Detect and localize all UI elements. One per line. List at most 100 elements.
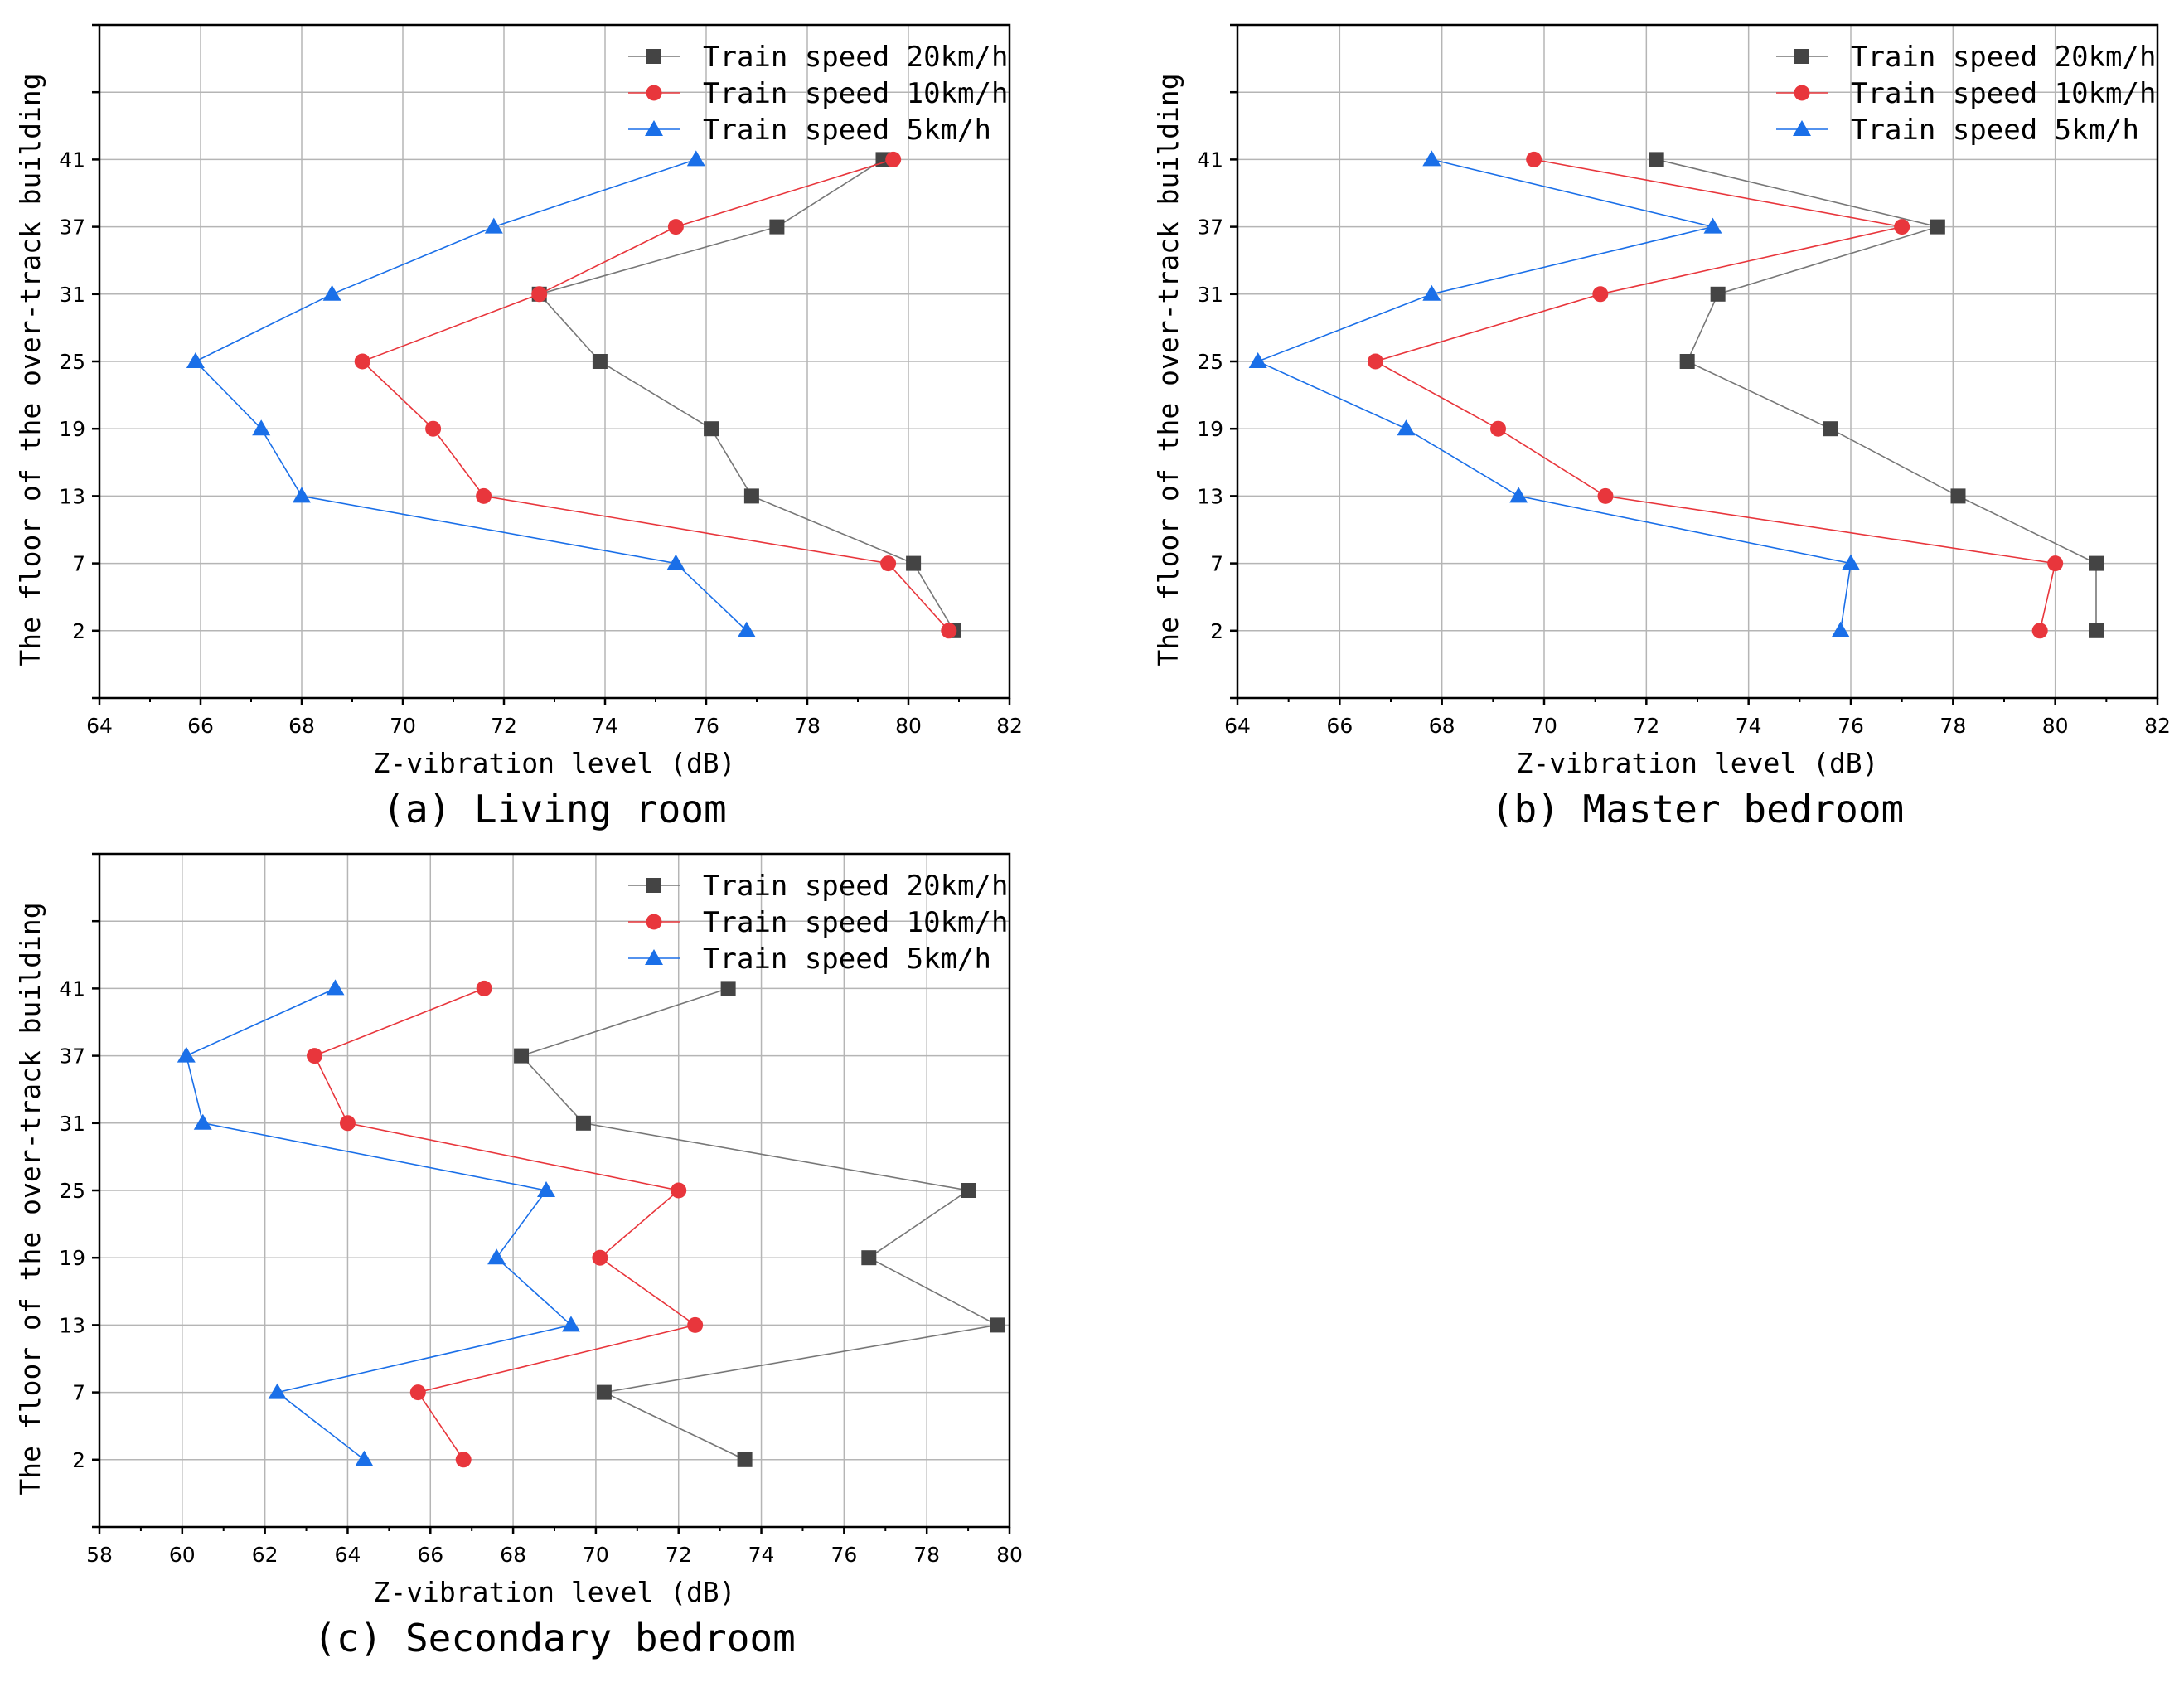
data-point (2089, 555, 2104, 571)
panel-caption: (a) Living room (382, 787, 726, 831)
series-2 (1248, 150, 1860, 637)
x-tick-label: 72 (1633, 714, 1659, 738)
y-tick-label: 19 (59, 417, 85, 441)
y-tick-label: 19 (59, 1246, 85, 1270)
legend-label: Train speed 20km/h (703, 870, 1008, 903)
legend-marker (1794, 85, 1810, 101)
data-point (592, 354, 608, 369)
series-line (194, 158, 748, 632)
data-point (596, 1384, 612, 1400)
panel-caption: (c) Secondary bedroom (313, 1616, 796, 1660)
data-point (484, 217, 503, 234)
x-tick-label: 76 (831, 1543, 857, 1567)
series-line (361, 158, 950, 632)
data-point (1823, 421, 1838, 437)
legend-marker (1793, 120, 1811, 136)
legend-label: Train speed 10km/h (703, 77, 1008, 110)
data-point (354, 353, 370, 370)
x-tick-label: 66 (187, 714, 214, 738)
y-tick-label: 19 (1197, 417, 1223, 441)
y-tick-label: 31 (59, 1112, 85, 1136)
x-tick-label: 68 (500, 1543, 526, 1567)
series-1 (307, 980, 704, 1468)
x-tick-label: 66 (1326, 714, 1353, 738)
data-point (425, 420, 442, 437)
data-point (1703, 217, 1722, 234)
y-tick-label: 13 (59, 1313, 85, 1337)
x-tick-label: 78 (913, 1543, 940, 1567)
data-point (537, 1181, 556, 1197)
legend-marker (646, 49, 661, 64)
series-0 (514, 981, 1005, 1467)
data-point (1950, 488, 1966, 504)
data-point (531, 286, 548, 303)
data-point (990, 1317, 1005, 1333)
data-point (1368, 353, 1383, 370)
data-point (307, 1048, 323, 1064)
data-point (667, 219, 684, 235)
legend-marker (646, 914, 662, 930)
data-point (409, 1384, 426, 1401)
data-point (666, 554, 685, 570)
data-point (1649, 152, 1664, 167)
x-tick-label: 80 (996, 1543, 1023, 1567)
data-point (1679, 354, 1695, 369)
x-tick-label: 80 (2042, 714, 2069, 738)
data-point (671, 1182, 687, 1199)
data-point (561, 1316, 580, 1332)
series-line (520, 987, 1000, 1461)
data-point (476, 487, 492, 504)
data-point (1842, 554, 1860, 570)
x-tick-label: 76 (1838, 714, 1864, 738)
data-point (737, 1452, 753, 1467)
data-point (1592, 286, 1609, 303)
y-tick-label: 31 (59, 283, 85, 307)
x-axis-title: Z-vibration level (dB) (373, 747, 735, 779)
series-line (538, 158, 955, 632)
chart-panel-1: 64 66 68 70 72 74 76 78 80 82 2 7 13 19 25 31 37 41 Z-vibr… (1152, 23, 2171, 831)
data-point (177, 1046, 196, 1063)
data-point (2031, 623, 2048, 639)
data-point (322, 284, 341, 301)
data-point (1831, 621, 1850, 637)
data-point (355, 1450, 374, 1466)
y-tick-label: 31 (1197, 283, 1223, 307)
data-point (575, 1115, 591, 1131)
legend-label: Train speed 10km/h (1851, 77, 2156, 110)
legend-label: Train speed 20km/h (1851, 41, 2156, 74)
x-tick-label: 68 (1429, 714, 1455, 738)
data-point (326, 979, 345, 996)
x-tick-label: 70 (390, 714, 416, 738)
data-point (1422, 150, 1441, 167)
data-point (885, 151, 902, 167)
x-axis-title: Z-vibration level (dB) (373, 1576, 735, 1608)
data-point (961, 1183, 976, 1198)
legend-marker (646, 85, 662, 101)
series-1 (1368, 151, 2064, 639)
panel-caption: (b) Master bedroom (1491, 787, 1905, 831)
x-tick-label: 72 (491, 714, 517, 738)
x-tick-label: 76 (693, 714, 719, 738)
x-tick-label: 68 (288, 714, 315, 738)
y-tick-label: 2 (72, 619, 85, 643)
data-point (941, 623, 957, 639)
legend-marker (645, 949, 663, 965)
x-tick-label: 64 (335, 1543, 361, 1567)
data-point (769, 219, 785, 235)
data-point (339, 1115, 356, 1132)
y-tick-label: 41 (59, 977, 85, 1001)
y-tick-label: 7 (1210, 552, 1223, 576)
y-tick-label: 7 (72, 1381, 85, 1405)
data-point (720, 981, 736, 996)
legend-marker (1794, 49, 1809, 64)
data-point (2047, 555, 2064, 572)
data-point (1490, 420, 1506, 437)
x-tick-label: 74 (592, 714, 618, 738)
y-axis-title: The floor of the over-track building (14, 902, 46, 1495)
data-point (268, 1383, 287, 1399)
x-tick-label: 78 (1939, 714, 1966, 738)
data-point (2089, 623, 2104, 638)
series-0 (531, 152, 961, 638)
y-tick-label: 13 (1197, 484, 1223, 508)
series-line (1256, 158, 1852, 631)
